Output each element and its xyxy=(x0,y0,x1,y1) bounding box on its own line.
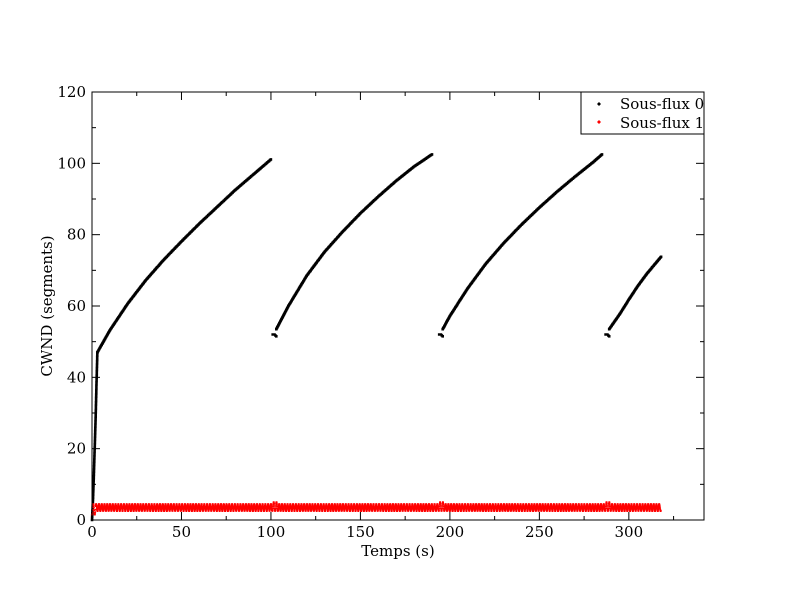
x-tick-label: 0 xyxy=(87,523,97,541)
x-axis-label: Temps (s) xyxy=(361,542,434,560)
series-sous-flux-0-points xyxy=(437,333,444,338)
x-tick-label: 300 xyxy=(615,523,644,541)
y-tick-label: 80 xyxy=(67,226,86,244)
legend-box xyxy=(580,91,705,135)
x-tick-label: 50 xyxy=(172,523,191,541)
legend-entry-sous-flux-1: Sous-flux 1 xyxy=(597,114,704,132)
series-sous-flux-0-points xyxy=(96,158,273,354)
y-tick-label: 40 xyxy=(67,368,86,386)
legend-label-sous-flux-0: Sous-flux 0 xyxy=(620,95,704,113)
series-sous-flux-0-points xyxy=(607,255,663,331)
x-tick-label: 150 xyxy=(346,523,375,541)
series-sous-flux-0-points xyxy=(271,333,278,338)
legend: Sous-flux 0 Sous-flux 1 xyxy=(580,91,705,135)
x-tick-label: 100 xyxy=(257,523,286,541)
legend-label-sous-flux-1: Sous-flux 1 xyxy=(620,114,704,132)
y-tick-label: 0 xyxy=(76,511,86,529)
x-tick-label: 250 xyxy=(525,523,554,541)
x-tick-label: 200 xyxy=(436,523,465,541)
y-axis-label: CWND (segments) xyxy=(38,235,56,376)
series-sous-flux-0-points xyxy=(275,153,434,331)
series-sous-flux-0-points xyxy=(604,333,611,338)
axis-ticks: 0 50 100 150 200 250 300 0 20 40 60 80 100 120 xyxy=(57,83,704,541)
y-tick-label: 60 xyxy=(67,297,86,315)
legend-marker-sous-flux-1 xyxy=(597,120,601,124)
y-tick-label: 100 xyxy=(57,154,86,172)
y-tick-label: 120 xyxy=(57,83,86,101)
legend-marker-sous-flux-0 xyxy=(597,102,601,106)
series-sous-flux-0 xyxy=(90,153,663,522)
legend-entry-sous-flux-0: Sous-flux 0 xyxy=(597,95,704,113)
series-sous-flux-0-points xyxy=(441,153,604,331)
y-tick-label: 20 xyxy=(67,440,86,458)
plot-area xyxy=(90,153,663,522)
